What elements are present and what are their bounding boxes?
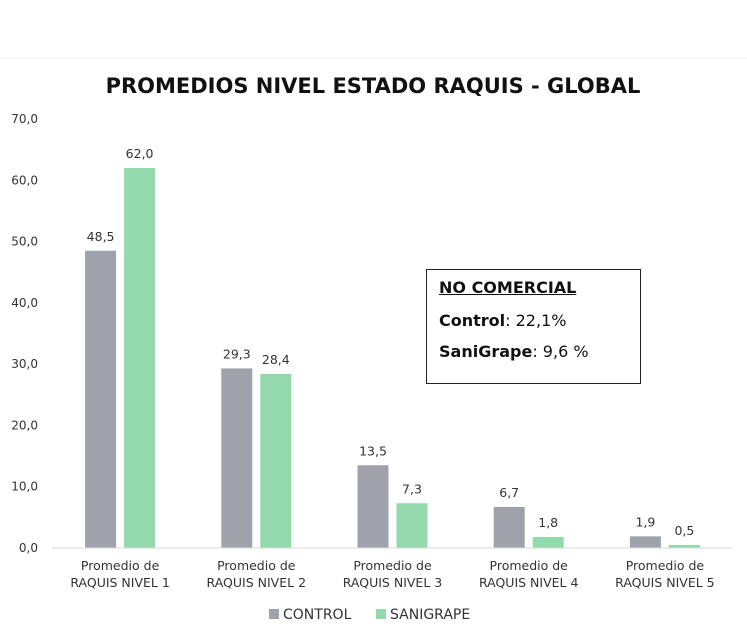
- data-label: 62,0: [126, 146, 154, 161]
- y-tick-label: 60,0: [11, 173, 38, 187]
- data-label: 29,3: [223, 346, 251, 361]
- data-label: 0,5: [674, 523, 694, 538]
- bar-control-2: [221, 368, 253, 548]
- bar-control-4: [493, 506, 525, 548]
- bar-control-1: [85, 250, 117, 548]
- x-category-label: Promedio de: [81, 558, 160, 573]
- bar-sanigrape-5: [668, 544, 700, 548]
- y-tick-label: 20,0: [11, 418, 38, 432]
- bar-sanigrape-3: [396, 503, 428, 548]
- x-category-label: RAQUIS NIVEL 5: [615, 575, 714, 590]
- note-box: NO COMERCIAL Control: 22,1% SaniGrape: 9…: [426, 269, 641, 384]
- x-category-label: RAQUIS NIVEL 2: [207, 575, 306, 590]
- x-category-label: Promedio de: [353, 558, 432, 573]
- bar-control-3: [357, 465, 389, 548]
- legend-label-control: CONTROL: [283, 607, 352, 623]
- data-label: 48,5: [87, 229, 115, 244]
- x-axis: Promedio de RAQUIS NIVEL 1 Promedio de RAQU…: [52, 547, 733, 590]
- note-title: NO COMERCIAL: [439, 278, 577, 297]
- y-tick-label: 0,0: [19, 541, 38, 555]
- data-label: 6,7: [499, 485, 519, 500]
- y-axis: 0,0 10,0 20,0 30,0 40,0 50,0 60,0 70,0: [11, 112, 38, 555]
- note-sanigrape-value: : 9,6 %: [532, 342, 589, 361]
- note-control-value: : 22,1%: [505, 311, 567, 330]
- note-sanigrape-label: SaniGrape: [439, 342, 533, 361]
- data-label: 28,4: [262, 352, 290, 367]
- data-label: 13,5: [359, 443, 387, 458]
- bar-sanigrape-4: [532, 536, 564, 548]
- note-control-label: Control: [439, 311, 506, 330]
- legend-swatch-control: [269, 609, 279, 619]
- y-tick-label: 70,0: [11, 112, 38, 126]
- x-category-label: Promedio de: [490, 558, 569, 573]
- chart-title: PROMEDIOS NIVEL ESTADO RAQUIS - GLOBAL: [106, 74, 641, 98]
- x-category-label: RAQUIS NIVEL 4: [479, 575, 579, 590]
- bar-control-5: [629, 536, 661, 548]
- y-tick-label: 50,0: [11, 235, 38, 249]
- bars-group: 48,5 62,0 29,3 28,4 13,5 7,3 6,7 1,8 1,9 0,5: [85, 146, 700, 548]
- legend: CONTROL SANIGRAPE: [269, 607, 470, 623]
- legend-label-sanigrape: SANIGRAPE: [390, 607, 470, 623]
- y-tick-label: 30,0: [11, 357, 38, 371]
- data-label: 1,9: [635, 514, 655, 529]
- x-category-label: RAQUIS NIVEL 1: [70, 575, 169, 590]
- data-label: 7,3: [402, 481, 422, 496]
- bar-sanigrape-1: [124, 168, 156, 548]
- bar-sanigrape-2: [260, 373, 292, 548]
- note-sanigrape-line: SaniGrape: 9,6 %: [439, 342, 628, 361]
- x-category-label: Promedio de: [217, 558, 296, 573]
- data-label: 1,8: [538, 515, 558, 530]
- x-category-label: RAQUIS NIVEL 3: [343, 575, 442, 590]
- y-tick-label: 40,0: [11, 296, 38, 310]
- legend-swatch-sanigrape: [376, 609, 386, 619]
- x-category-label: Promedio de: [626, 558, 705, 573]
- note-control-line: Control: 22,1%: [439, 311, 628, 330]
- y-tick-label: 10,0: [11, 480, 38, 494]
